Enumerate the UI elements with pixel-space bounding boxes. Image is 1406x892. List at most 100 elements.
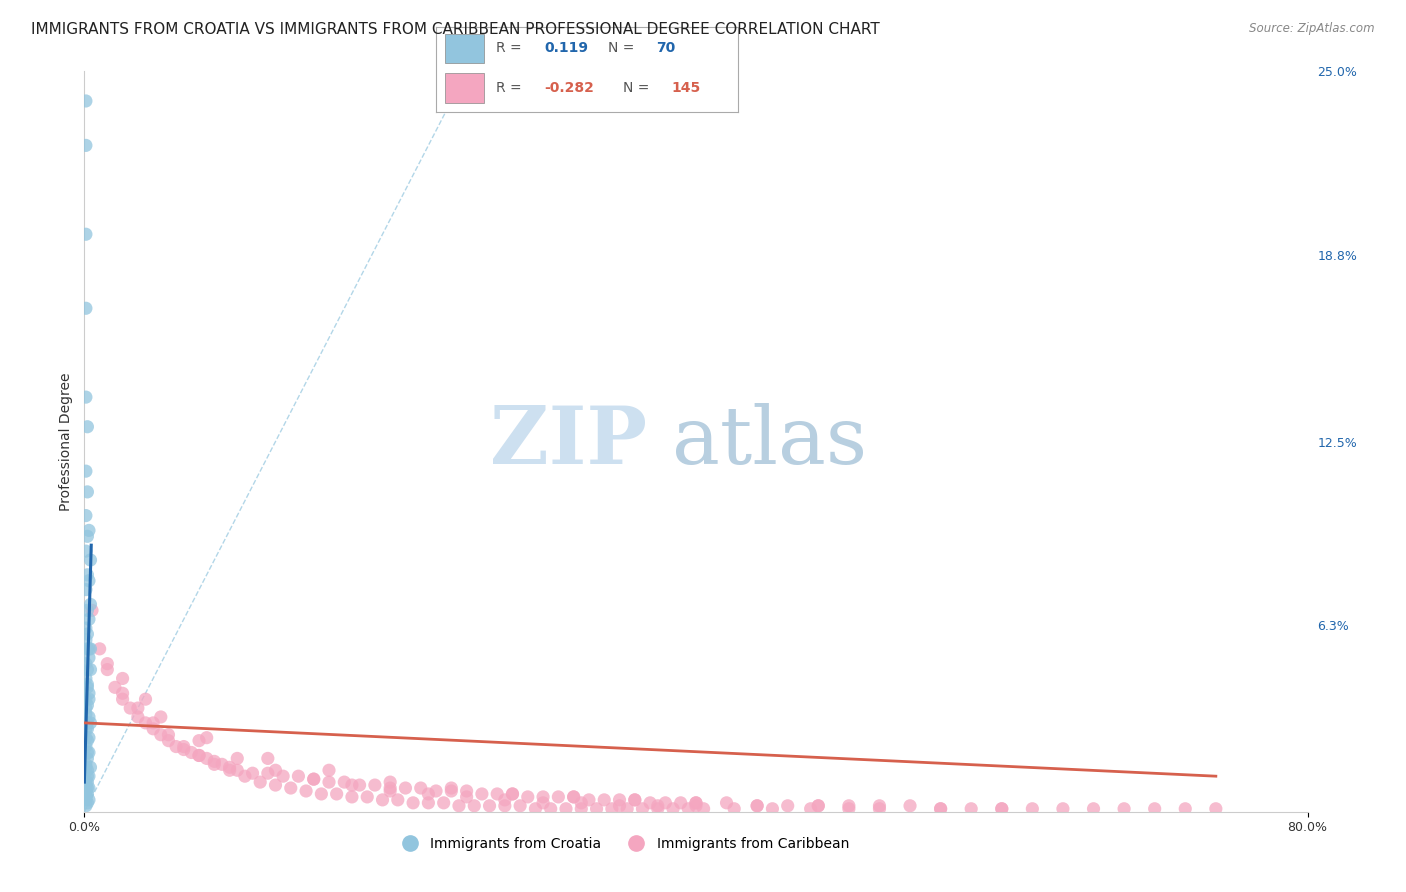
Point (76, 733, 98, 747)
Text: N =: N = (623, 81, 654, 95)
Point (800, 802, 823, 816)
Point (76, 751, 98, 765)
Point (325, 787, 347, 801)
Point (76, 746, 98, 760)
Point (562, 789, 585, 804)
Point (418, 796, 440, 810)
Point (638, 796, 661, 810)
Text: IMMIGRANTS FROM CROATIA VS IMMIGRANTS FROM CARIBBEAN PROFESSIONAL DEGREE CORRELA: IMMIGRANTS FROM CROATIA VS IMMIGRANTS FR… (31, 22, 880, 37)
Point (76, 775, 98, 789)
Point (380, 784, 402, 798)
Point (111, 692, 134, 706)
Point (75, 731, 97, 745)
Point (127, 701, 149, 715)
Point (692, 802, 714, 816)
Point (75, 701, 97, 715)
Point (75, 780, 97, 795)
Point (287, 769, 309, 783)
Point (75, 757, 97, 772)
Point (96, 663, 118, 677)
Point (188, 748, 211, 763)
Point (271, 769, 294, 783)
Point (547, 789, 569, 804)
Point (578, 793, 600, 807)
Point (609, 793, 631, 807)
Point (569, 796, 592, 810)
Point (478, 798, 501, 813)
Point (75, 544, 97, 558)
Point (76, 603, 98, 617)
Point (531, 796, 554, 810)
Point (440, 784, 463, 798)
Point (77, 650, 100, 665)
Point (188, 733, 211, 747)
Point (761, 802, 783, 816)
Point (76, 796, 98, 810)
Point (494, 793, 516, 807)
Point (502, 787, 524, 801)
Point (75, 582, 97, 597)
Point (76, 641, 98, 656)
Point (75, 706, 97, 721)
Point (569, 802, 592, 816)
Point (120, 701, 142, 715)
Point (456, 784, 478, 798)
Point (311, 787, 333, 801)
Point (149, 728, 172, 742)
Point (75, 722, 97, 736)
Point (111, 672, 134, 686)
Point (585, 802, 607, 816)
Point (869, 802, 891, 816)
Point (555, 802, 578, 816)
Point (75, 301, 97, 316)
Point (75, 632, 97, 647)
Point (898, 798, 921, 813)
Point (157, 728, 180, 742)
Point (77, 612, 100, 626)
Point (104, 681, 127, 695)
Point (960, 802, 983, 816)
Point (75, 739, 97, 754)
Point (349, 778, 371, 792)
Point (402, 796, 425, 810)
Point (425, 784, 447, 798)
Point (76, 787, 98, 801)
Point (75, 464, 97, 478)
Text: ZIP: ZIP (491, 402, 647, 481)
Point (76, 567, 98, 582)
Point (79, 760, 101, 774)
Point (409, 780, 432, 795)
Bar (444, 34, 484, 63)
Point (76, 780, 98, 795)
Point (76, 769, 98, 783)
Point (75, 692, 97, 706)
Point (111, 686, 134, 700)
Point (226, 764, 249, 778)
Point (75, 787, 97, 801)
Point (76, 764, 98, 778)
Legend: Immigrants from Croatia, Immigrants from Caribbean: Immigrants from Croatia, Immigrants from… (389, 831, 855, 856)
Point (654, 796, 676, 810)
Point (494, 798, 516, 813)
Point (75, 798, 97, 813)
Point (685, 798, 707, 813)
Y-axis label: Professional Degree: Professional Degree (59, 372, 73, 511)
Point (1052, 802, 1074, 816)
Text: R =: R = (496, 81, 526, 95)
Point (75, 789, 97, 804)
Point (76, 484, 98, 499)
Point (991, 802, 1014, 816)
Text: -0.282: -0.282 (544, 81, 595, 95)
Point (77, 692, 100, 706)
Point (76, 722, 98, 736)
Point (471, 787, 494, 801)
Point (380, 780, 402, 795)
Point (77, 524, 100, 538)
Point (257, 766, 280, 780)
Text: 145: 145 (672, 81, 702, 95)
Point (76, 677, 98, 691)
Point (593, 793, 616, 807)
Point (76, 698, 98, 712)
Point (157, 733, 180, 747)
Point (75, 621, 97, 635)
